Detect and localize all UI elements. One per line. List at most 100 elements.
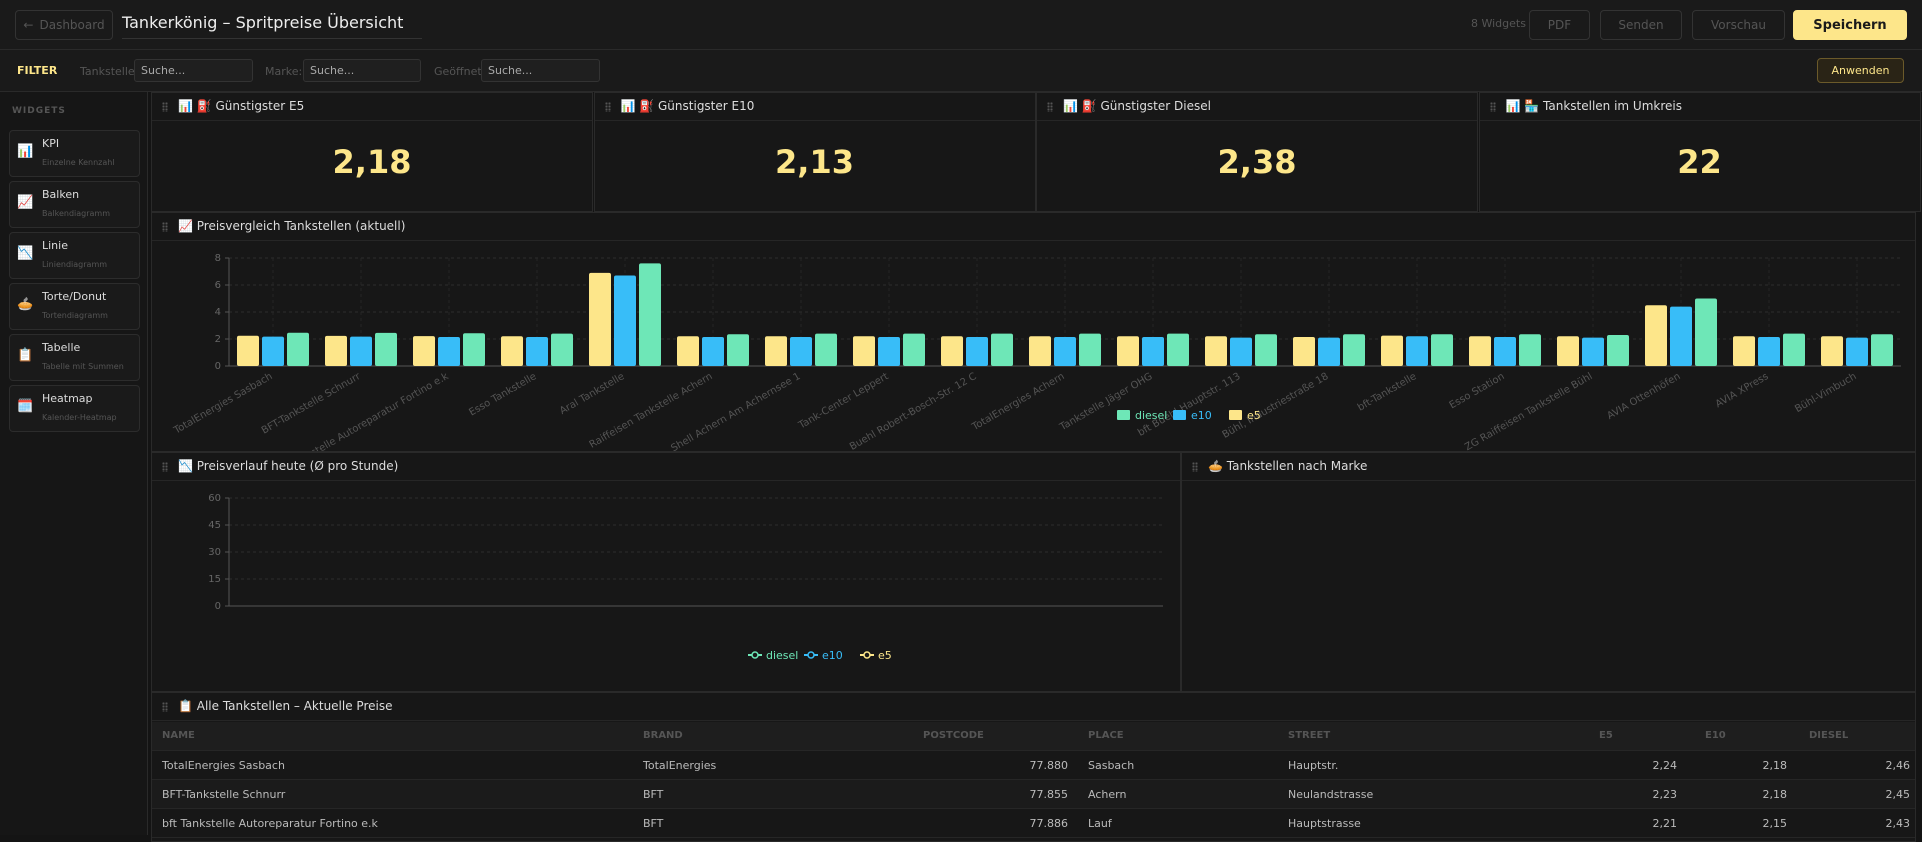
bar — [1783, 333, 1805, 366]
kpi-title: 📊 🏪 Tankstellen im Umkreis — [1505, 99, 1682, 113]
legend-marker — [751, 651, 759, 659]
save-button[interactable]: Speichern — [1793, 10, 1907, 40]
table-cell: 2,18 — [1762, 759, 1788, 772]
x-tick-label: bft-Tankstelle — [1356, 371, 1419, 414]
bar — [991, 333, 1013, 366]
kpi-panel: 📊 ⛽ Günstigster Diesel 2,38 — [1036, 92, 1478, 212]
legend-swatch — [1229, 410, 1242, 420]
bar — [262, 336, 284, 366]
pdf-button[interactable]: PDF — [1529, 10, 1590, 40]
table-cell: 2,46 — [1885, 759, 1911, 772]
panel-header: 🥧 Tankstellen nach Marke — [1182, 453, 1915, 481]
drag-handle — [162, 222, 168, 232]
kpi-value: 2,13 — [775, 143, 854, 181]
widget-name: Torte/Donut — [42, 290, 107, 303]
table-cell: 77.880 — [1029, 759, 1069, 772]
bar — [463, 333, 485, 366]
drag-handle — [1192, 462, 1198, 472]
widget-item[interactable]: 📋 Tabelle Tabelle mit Summen — [9, 334, 140, 381]
widget-name: Linie — [42, 239, 68, 252]
widget-icon: 📈 — [17, 195, 34, 210]
y-tick-label: 45 — [208, 520, 221, 531]
column-header: NAME — [162, 730, 195, 741]
bar — [1871, 334, 1893, 366]
table-cell: BFT — [643, 817, 664, 830]
bar — [878, 336, 900, 366]
legend-swatch — [1117, 410, 1130, 420]
widget-name: KPI — [42, 137, 60, 150]
filter-input[interactable]: Suche... — [134, 59, 253, 82]
send-button[interactable]: Senden — [1600, 10, 1682, 40]
bar — [853, 336, 875, 366]
widget-item[interactable]: 📉 Linie Liniendiagramm — [9, 232, 140, 279]
column-header: STREET — [1288, 730, 1331, 741]
table-cell: Neulandstrasse — [1288, 788, 1374, 801]
panel-title: 📋 Alle Tankstellen – Aktuelle Preise — [178, 699, 393, 713]
x-tick-label: Esso Tankstelle — [467, 371, 538, 418]
widget-name: Tabelle — [42, 341, 81, 354]
table-cell: 77.855 — [1029, 788, 1069, 801]
line-panel: 📉 Preisverlauf heute (Ø pro Stunde) 0 15 3… — [151, 452, 1181, 692]
x-tick-label: Aral Tankstelle — [558, 371, 627, 417]
table-cell: Hauptstrasse — [1288, 817, 1361, 830]
filter-field-label: Marke: — [265, 65, 303, 78]
bar — [526, 336, 548, 366]
bar — [325, 335, 347, 366]
column-header: PLACE — [1088, 730, 1124, 741]
bar — [1582, 337, 1604, 366]
bar — [1469, 336, 1491, 366]
preview-button[interactable]: Vorschau — [1692, 10, 1785, 40]
bar — [903, 333, 925, 366]
widget-item[interactable]: 📈 Balken Balkendiagramm — [9, 181, 140, 228]
table-cell: bft Tankstelle Autoreparatur Fortino e.k — [162, 817, 378, 830]
top-bar: ← Dashboard Tankerkönig – Spritpreise Übe… — [0, 0, 1922, 50]
bar — [589, 272, 611, 366]
bar — [1431, 334, 1453, 366]
table-cell: BFT-Tankstelle Schnurr — [162, 788, 286, 801]
drag-handle — [1489, 102, 1496, 112]
x-tick-label: Tankstelle Jäger OHG — [1057, 371, 1154, 433]
widget-item[interactable]: 🗓️ Heatmap Kalender-Heatmap — [9, 385, 140, 432]
back-button[interactable]: ← Dashboard — [15, 10, 113, 40]
filter-input[interactable]: Suche... — [303, 59, 421, 82]
legend-marker — [807, 651, 815, 659]
bar — [1054, 336, 1076, 366]
filter-field-label: Geöffnet: — [434, 65, 486, 78]
bar — [1758, 336, 1780, 366]
sidebar-title: WIDGETS — [12, 106, 66, 116]
bar — [702, 336, 724, 366]
bar — [1343, 334, 1365, 366]
bar — [1029, 336, 1051, 366]
y-tick-label: 2 — [215, 334, 221, 345]
table-cell: Achern — [1088, 788, 1127, 801]
bar — [237, 335, 259, 366]
drag-handle — [162, 702, 168, 712]
legend-label: e10 — [822, 649, 843, 662]
widget-icon: 📊 — [17, 144, 34, 159]
filter-input[interactable]: Suche... — [481, 59, 600, 82]
widget-item[interactable]: 📊 KPI Einzelne Kennzahl — [9, 130, 140, 177]
bar — [1607, 334, 1629, 366]
legend-label: diesel — [1135, 409, 1167, 422]
kpi-value: 2,18 — [332, 143, 412, 181]
table-cell: Hauptstr. — [1288, 759, 1339, 772]
column-header: E10 — [1705, 730, 1726, 741]
widget-item[interactable]: 🥧 Torte/Donut Tortendiagramm — [9, 283, 140, 330]
bar — [1733, 336, 1755, 366]
table-cell: Lauf — [1088, 817, 1112, 830]
bar — [941, 336, 963, 366]
apply-button[interactable]: Anwenden — [1817, 58, 1904, 83]
y-tick-label: 30 — [208, 547, 221, 558]
x-tick-label: Esso Station — [1448, 371, 1507, 411]
bar — [1293, 336, 1315, 366]
legend-swatch — [1173, 410, 1186, 420]
bar — [1255, 334, 1277, 366]
bar — [438, 336, 460, 366]
legend-label: e10 — [1191, 409, 1212, 422]
drag-handle — [1047, 102, 1053, 112]
bar — [1205, 336, 1227, 366]
table-header-row — [152, 722, 1915, 751]
legend-marker — [863, 651, 871, 659]
drag-handle — [162, 462, 168, 472]
x-tick-label: Tank-Center Leppert — [796, 371, 890, 432]
